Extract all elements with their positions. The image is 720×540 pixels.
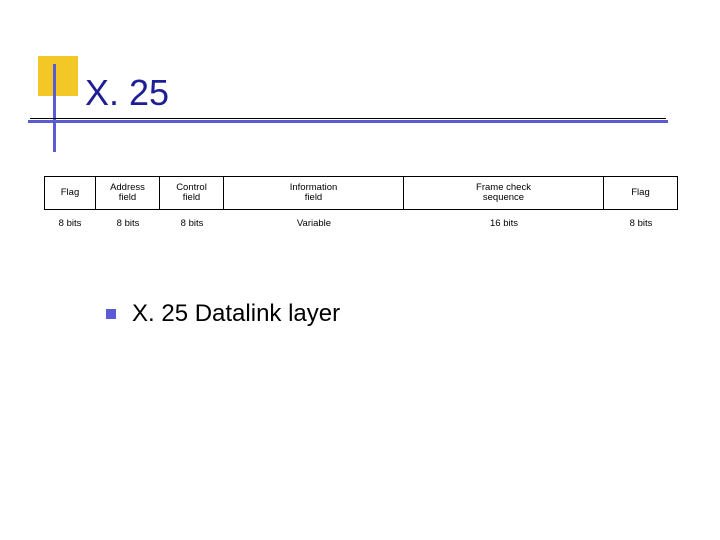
frame-cell: Controlfield: [160, 176, 224, 210]
decor-blue-vertical: [53, 64, 56, 152]
bullet-row: X. 25 Datalink layer: [106, 300, 340, 328]
decor-blue-horizontal: [28, 120, 668, 123]
bullet-square-icon: [106, 309, 116, 319]
frame-cell: Frame checksequence: [404, 176, 604, 210]
frame-cell: Informationfield: [224, 176, 404, 210]
page-title: X. 25: [85, 72, 169, 114]
frame-cell: Flag: [44, 176, 96, 210]
frame-size-label: 8 bits: [44, 218, 96, 229]
frame-sizes-row: 8 bits8 bits8 bitsVariable16 bits8 bits: [44, 218, 678, 229]
frame-size-label: Variable: [224, 218, 404, 229]
frame-structure: FlagAddressfieldControlfieldInformationf…: [44, 176, 678, 210]
title-underline-shadow: [30, 118, 666, 119]
frame-cell: Flag: [604, 176, 678, 210]
frame-size-label: 8 bits: [604, 218, 678, 229]
bullet-text: X. 25 Datalink layer: [132, 300, 340, 328]
frame-size-label: 16 bits: [404, 218, 604, 229]
frame-size-label: 8 bits: [96, 218, 160, 229]
frame-size-label: 8 bits: [160, 218, 224, 229]
frame-cell: Addressfield: [96, 176, 160, 210]
decor-yellow-square: [38, 56, 78, 96]
